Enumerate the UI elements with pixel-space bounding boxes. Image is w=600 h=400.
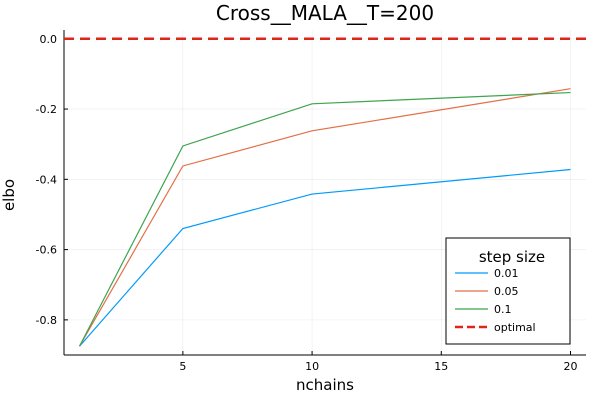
y-tick-label: -0.4 [36, 173, 57, 186]
y-tick-label: -0.8 [36, 314, 57, 327]
y-tick-label: -0.6 [36, 244, 57, 257]
legend-items: 0.01 0.05 0.1 optimal [455, 267, 536, 334]
x-tick-label: 15 [434, 360, 448, 373]
legend-label: 0.1 [494, 303, 512, 316]
y-tick-label: 0.0 [40, 33, 58, 46]
legend-label: optimal [494, 321, 536, 334]
series-line-0.01 [79, 168, 571, 347]
legend-label: 0.01 [494, 267, 519, 280]
legend: step size 0.01 0.05 0.1 optimal [445, 237, 571, 345]
legend-title: step size [479, 248, 545, 266]
legend-label: 0.05 [494, 285, 519, 298]
x-ticks: 5 10 15 20 [179, 351, 577, 373]
y-ticks: -0.8 -0.6 -0.4 -0.2 0.0 [36, 33, 68, 327]
x-axis-label: nchains [296, 376, 354, 394]
chart-title: Cross__MALA__T=200 [216, 1, 434, 25]
series-line-0.1 [78, 91, 571, 347]
series-line-0.05 [78, 88, 571, 347]
y-axis-label: elbo [0, 179, 18, 211]
y-tick-label: -0.2 [36, 103, 57, 116]
series-lines [78, 88, 571, 347]
x-tick-label: 20 [563, 360, 577, 373]
x-tick-label: 5 [179, 360, 186, 373]
axes [63, 30, 586, 356]
x-tick-label: 10 [305, 360, 319, 373]
